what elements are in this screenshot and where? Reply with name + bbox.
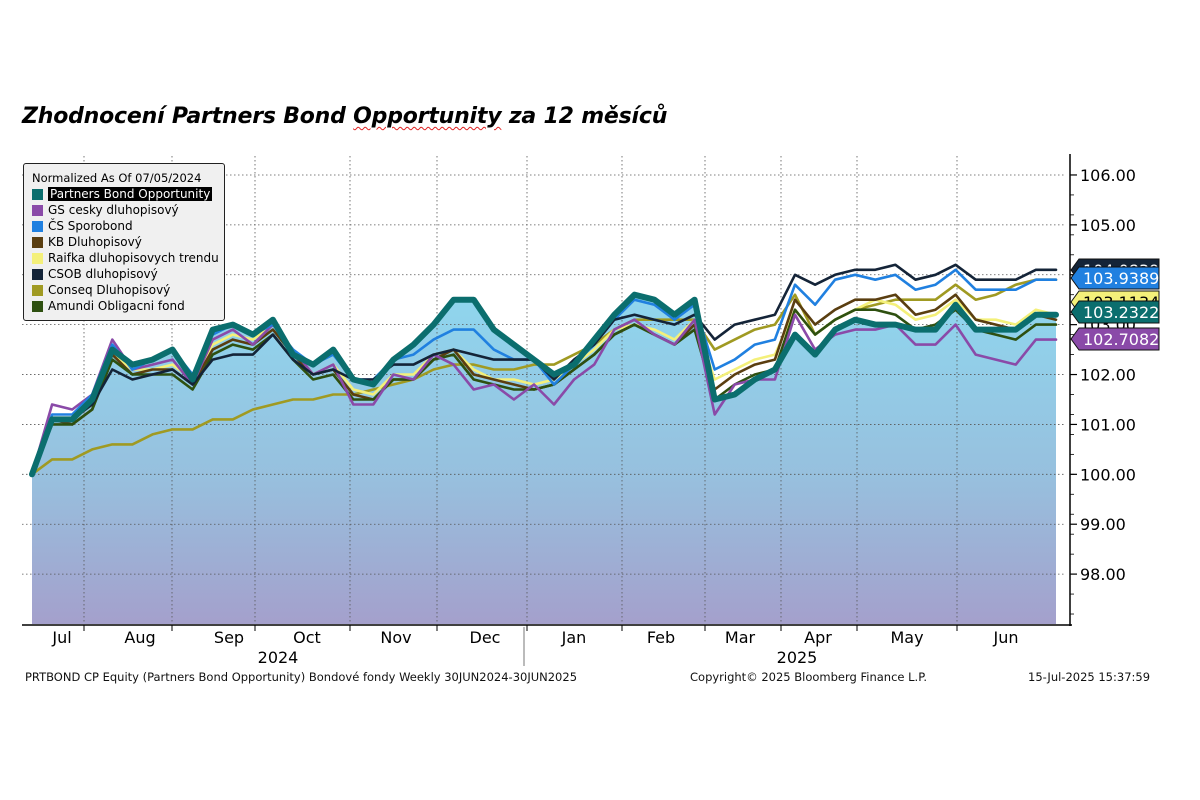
- legend-item-4[interactable]: Raifka dluhopisovych trendu: [32, 250, 219, 266]
- legend-rows: Partners Bond Opportunity GS cesky dluhop…: [32, 186, 219, 314]
- x-tick-label-0: Jul: [51, 628, 71, 647]
- legend-label-7: Amundi Obligacni fond: [48, 299, 185, 313]
- end-label-box-4: [1070, 327, 1160, 351]
- legend-label-5: CSOB dluhopisový: [48, 267, 158, 281]
- end-label-box-3: [1070, 300, 1160, 324]
- legend: Normalized As Of 07/05/2024 Partners Bon…: [23, 163, 225, 321]
- legend-label-3: KB Dluhopisový: [48, 235, 142, 249]
- x-tick-label-9: Apr: [804, 628, 832, 647]
- legend-item-1[interactable]: GS cesky dluhopisový: [32, 202, 218, 218]
- title-part-1: Zhodnocení Partners Bond: [22, 104, 354, 129]
- x-tick-label-5: Dec: [470, 628, 501, 647]
- chart-title: Zhodnocení Partners Bond Opportunity za …: [22, 104, 667, 129]
- end-label-box-1: [1070, 266, 1160, 290]
- area-fill: [32, 294, 1056, 624]
- legend-item-0[interactable]: Partners Bond Opportunity: [32, 186, 218, 202]
- footer-source: PRTBOND CP Equity (Partners Bond Opportu…: [25, 670, 578, 684]
- y-tick-label-8: 98.00: [1080, 565, 1126, 584]
- y-tick-label-0: 106.00: [1080, 166, 1136, 185]
- y-tick-label-7: 99.00: [1080, 515, 1126, 534]
- legend-label-6: Conseq Dluhopisový: [48, 283, 171, 297]
- legend-item-3[interactable]: KB Dluhopisový: [32, 234, 218, 250]
- series-layer: [29, 263, 1059, 478]
- footer-copyright: Copyright© 2025 Bloomberg Finance L.P.: [690, 670, 927, 684]
- x-tick-label-4: Nov: [380, 628, 411, 647]
- legend-swatch-5: [32, 268, 43, 280]
- legend-item-5[interactable]: CSOB dluhopisový: [32, 266, 218, 282]
- end-label-3: 103.2322: [1070, 300, 1160, 324]
- x-tick-label-10: May: [890, 628, 923, 647]
- legend-swatch-7: [32, 300, 43, 312]
- y-tick-label-6: 100.00: [1080, 465, 1136, 484]
- x-tick-label-8: Mar: [725, 628, 756, 647]
- x-tick-label-1: Aug: [124, 628, 155, 647]
- end-label-1: 103.9389: [1070, 266, 1160, 290]
- legend-swatch-0: [32, 188, 43, 200]
- y-tick-label-5: 101.00: [1080, 415, 1136, 434]
- year-label-1: 2025: [777, 648, 818, 667]
- footer-timestamp: 15-Jul-2025 15:37:59: [1028, 670, 1151, 684]
- year-label-0: 2024: [258, 648, 299, 667]
- end-label-text-4: 102.7082: [1083, 330, 1159, 349]
- legend-item-7[interactable]: Amundi Obligacni fond: [32, 298, 218, 314]
- y-tick-label-4: 102.00: [1080, 366, 1136, 385]
- y-tick-label-1: 105.00: [1080, 216, 1136, 235]
- legend-label-1: GS cesky dluhopisový: [48, 203, 179, 217]
- area-layer: [32, 294, 1056, 624]
- legend-swatch-6: [32, 284, 43, 296]
- legend-swatch-4: [32, 252, 43, 264]
- end-label-text-3: 103.2322: [1083, 303, 1159, 322]
- series-line-7: [29, 291, 1059, 478]
- x-tick-label-2: Sep: [214, 628, 244, 647]
- end-label-4: 102.7082: [1070, 327, 1160, 351]
- legend-label-0: Partners Bond Opportunity: [48, 187, 213, 201]
- end-label-text-1: 103.9389: [1083, 269, 1159, 288]
- legend-item-2[interactable]: ČS Sporobond: [32, 218, 218, 234]
- title-part-2: Opportunity: [353, 104, 502, 129]
- x-tick-label-11: Jun: [993, 628, 1019, 647]
- title-part-3: za 12 měsíců: [501, 104, 668, 129]
- legend-label-4: Raifka dluhopisovych trendu: [48, 251, 219, 265]
- legend-swatch-1: [32, 204, 43, 216]
- x-tick-label-6: Jan: [561, 628, 587, 647]
- legend-header: Normalized As Of 07/05/2024: [32, 171, 202, 185]
- x-tick-label-7: Feb: [647, 628, 675, 647]
- legend-label-2: ČS Sporobond: [48, 219, 133, 233]
- legend-item-6[interactable]: Conseq Dluhopisový: [32, 282, 218, 298]
- legend-swatch-2: [32, 220, 43, 232]
- x-tick-label-3: Oct: [293, 628, 321, 647]
- legend-swatch-3: [32, 236, 43, 248]
